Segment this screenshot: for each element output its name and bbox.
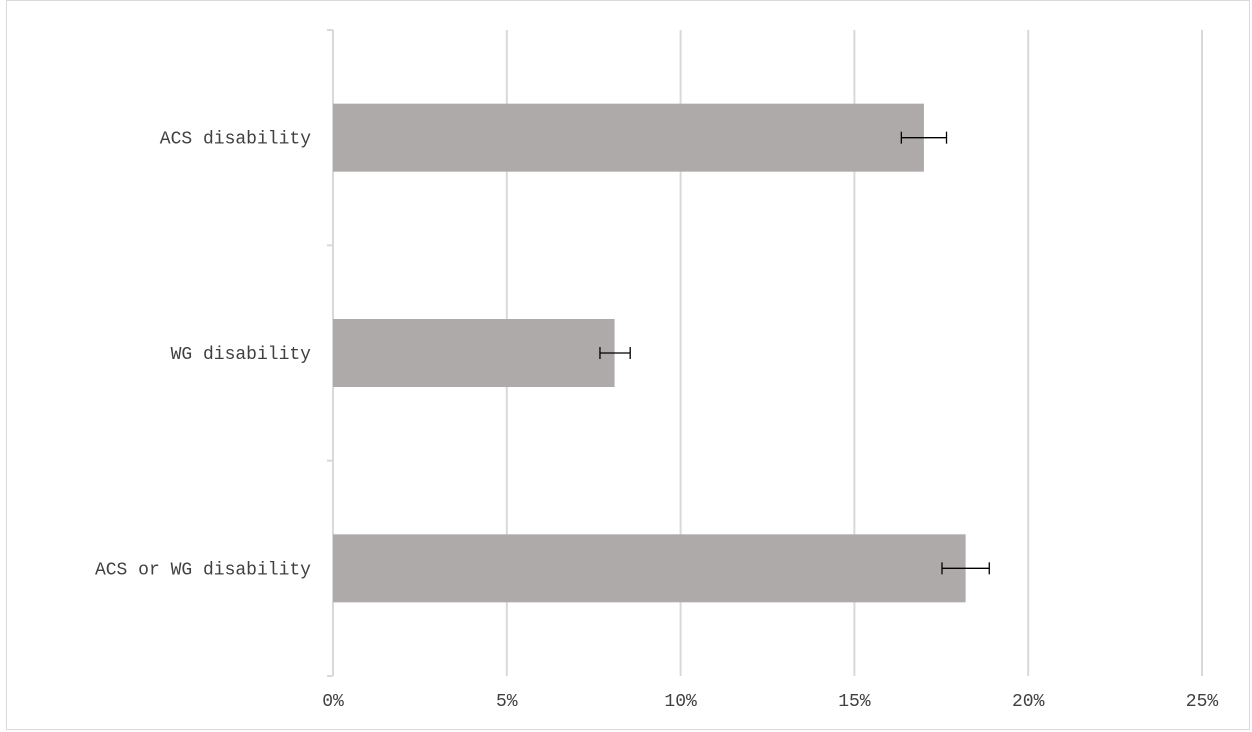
category-label: WG disability [171, 345, 312, 365]
category-label: ACS disability [160, 130, 311, 150]
x-tick-label: 5% [496, 692, 518, 712]
bar-1 [333, 319, 615, 387]
x-tick-label: 20% [1012, 692, 1045, 712]
x-tick-label: 0% [322, 692, 344, 712]
bars [333, 103, 966, 603]
bar-0 [333, 103, 924, 172]
category-axis [327, 29, 334, 677]
category-label: ACS or WG disability [95, 560, 311, 580]
x-tick-label: 15% [838, 692, 871, 712]
bar-2 [333, 534, 966, 603]
x-tick-label: 10% [664, 692, 697, 712]
error-bars [599, 131, 990, 575]
category-labels: ACS disability WG disability ACS or WG dis… [95, 130, 311, 581]
x-tick-labels: 0% 5% 10% 15% 20% 25% [322, 692, 1218, 712]
x-tick-label: 25% [1186, 692, 1219, 712]
